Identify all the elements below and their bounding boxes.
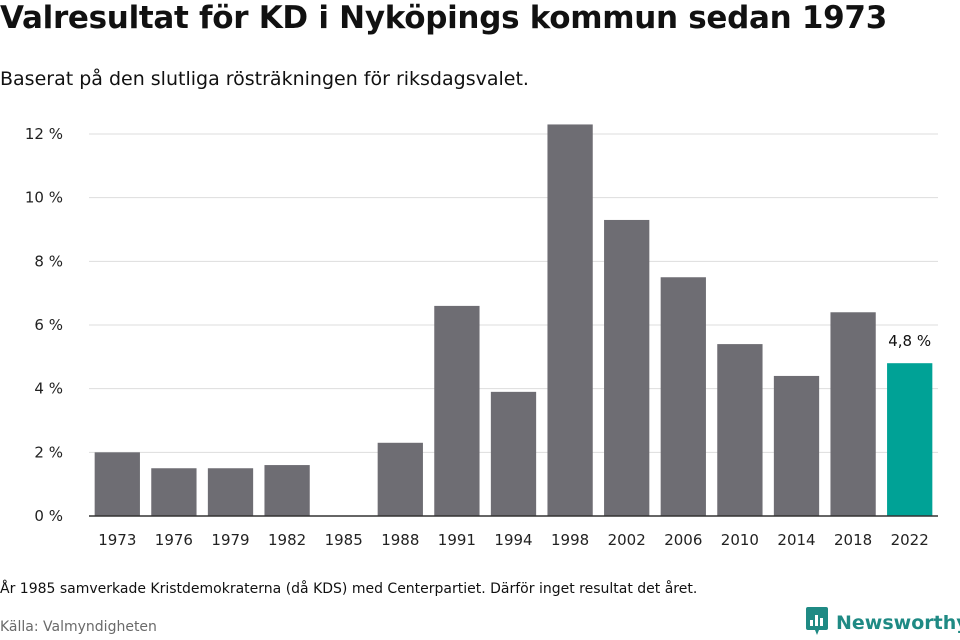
x-tick-label: 2002: [608, 531, 646, 549]
bar-1982: [264, 465, 310, 516]
bar-2022: [887, 363, 933, 516]
bar-2006: [660, 277, 706, 516]
bar-1976: [151, 468, 197, 516]
newsworthy-logo-icon: [804, 606, 830, 640]
brand-logo[interactable]: Newsworthy: [804, 606, 960, 640]
chart-subtitle: Baserat på den slutliga rösträkningen fö…: [0, 68, 529, 90]
bar-2014: [773, 375, 820, 516]
brand-name: Newsworthy: [836, 612, 960, 634]
x-tick-label: 1973: [98, 531, 136, 549]
x-tick-label: 1979: [211, 531, 249, 549]
x-tick-label: 1998: [551, 531, 589, 549]
bar-chart: 0 %2 %4 %6 %8 %10 %12 % 4,8 % 1973 1976 19…: [25, 124, 938, 549]
source-label: Källa: Valmyndigheten: [0, 619, 157, 635]
bar-2018: [830, 312, 876, 516]
x-tick-label: 1991: [438, 531, 476, 549]
footnote: År 1985 samverkade Kristdemokraterna (då…: [0, 581, 698, 597]
bar-1991: [434, 305, 480, 516]
bars: [94, 124, 933, 516]
bar-1973: [94, 452, 140, 516]
y-axis-ticks: 0 % 2 % 4 % 6 % 8 % 10 % 12 %: [25, 125, 63, 525]
y-tick-label: 10 %: [25, 189, 63, 207]
x-tick-label: 1982: [268, 531, 306, 549]
chart-title: Valresultat för KD i Nyköpings kommun se…: [0, 0, 887, 36]
bar-1979: [207, 468, 254, 516]
x-tick-label: 2010: [721, 531, 759, 549]
bar-2002: [604, 219, 650, 516]
x-axis-ticks: 1973 1976 1979 1982 1985 1988 1991 1994 1998 2002…: [98, 531, 929, 549]
data-labels: 4,8 %: [888, 332, 931, 350]
x-tick-label: 2006: [664, 531, 702, 549]
y-tick-label: 12 %: [25, 125, 63, 143]
bar-1998: [547, 124, 593, 516]
x-tick-label: 2018: [834, 531, 872, 549]
y-tick-label: 6 %: [34, 316, 63, 334]
x-tick-label: 1985: [325, 531, 363, 549]
y-tick-label: 8 %: [34, 252, 63, 270]
x-tick-label: 1988: [381, 531, 419, 549]
x-tick-label: 1976: [155, 531, 193, 549]
y-tick-label: 0 %: [34, 507, 63, 525]
x-tick-label: 2022: [891, 531, 929, 549]
x-tick-label: 1994: [494, 531, 532, 549]
x-tick-label: 2014: [777, 531, 815, 549]
bar-1988: [377, 442, 423, 516]
bar-1994: [490, 391, 537, 516]
y-tick-label: 2 %: [34, 443, 63, 461]
y-tick-label: 4 %: [34, 380, 63, 398]
data-label-2022: 4,8 %: [888, 332, 931, 350]
bar-2010: [717, 344, 763, 516]
